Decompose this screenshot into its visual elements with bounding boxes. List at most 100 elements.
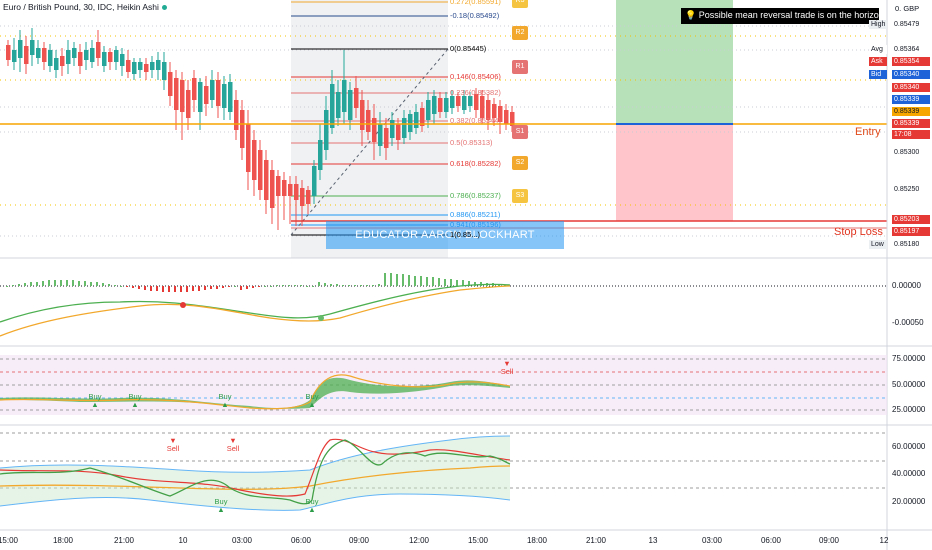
fib-trend-line[interactable] [290, 48, 449, 236]
pivot-tag-s2[interactable]: S2 [512, 156, 528, 170]
buy-signal-label: Buy [214, 497, 228, 506]
candle-body [360, 100, 365, 130]
buy-signal[interactable]: Buy ▲ [303, 498, 321, 514]
price-tag-value: 0.85197 [892, 227, 930, 236]
macd-histogram-bar [336, 284, 338, 286]
rsi-pane[interactable] [0, 355, 887, 415]
heikin-ashi-candles [6, 28, 515, 230]
candle-body [12, 50, 17, 62]
symbol-title[interactable]: Euro / British Pound, 30, IDC, Heikin As… [3, 2, 167, 12]
macd-histogram-bar [318, 282, 320, 286]
candle-body [234, 100, 239, 130]
macd-histogram-bar [180, 286, 182, 292]
buy-signal-label: Buy [128, 392, 142, 401]
candle-body [456, 96, 461, 106]
pivot-tag-s1[interactable]: S1 [512, 125, 528, 139]
buy-signal[interactable]: Buy ▲ [303, 393, 321, 409]
buy-signal[interactable]: Buy ▲ [212, 498, 230, 514]
candle-body [468, 96, 473, 106]
candle-body [60, 56, 65, 66]
macd-histogram-bar [456, 280, 458, 286]
candle-body [486, 100, 491, 120]
macd-cross-dot [318, 315, 324, 321]
fib-level-label: 0.5(0.85313) [450, 138, 493, 147]
stoch-axis-label: 20.00000 [892, 497, 926, 506]
pivot-tag-s3[interactable]: S3 [512, 189, 528, 203]
candle-body [402, 118, 407, 138]
macd-histogram-bar [264, 286, 266, 287]
candle-body [432, 96, 437, 114]
candle-body [180, 80, 185, 112]
macd-histogram-bar [42, 281, 44, 286]
macd-histogram-bar [354, 285, 356, 286]
candle-body [18, 40, 23, 58]
macd-pane[interactable] [0, 273, 887, 337]
sell-signal[interactable]: ▼ Sell [164, 437, 182, 453]
buy-signal[interactable]: Buy ▲ [126, 393, 144, 409]
macd-histogram-bar [150, 286, 152, 291]
macd-histogram-bar [384, 273, 386, 286]
sell-signal[interactable]: ▼ Sell [224, 437, 242, 453]
time-axis-label: 10 [179, 536, 188, 545]
fib-level-label: 0.886(0.85211) [450, 210, 501, 219]
candle-body [72, 48, 77, 58]
rsi-axis-label: 75.00000 [892, 354, 926, 363]
candle-body [498, 106, 503, 122]
stoch-pane[interactable] [0, 432, 887, 511]
fibonacci-retracement[interactable] [290, 1, 449, 236]
candle-body [324, 110, 329, 150]
time-axis-label: 15:00 [0, 536, 19, 545]
macd-signal-line [0, 285, 511, 337]
stop-loss-zone[interactable] [616, 124, 733, 221]
macd-histogram-bar [468, 281, 470, 286]
fib-level-label: 0.236(0.85382) [450, 88, 501, 97]
candle-body [300, 188, 305, 206]
macd-histogram-bar [192, 286, 194, 291]
fib-level-label: -0.18(0.85492) [450, 11, 500, 20]
candle-body [348, 90, 353, 120]
price-tag-value: 0.85339 [892, 95, 930, 104]
price-tag-value: 0.85250 [892, 185, 930, 194]
pivot-tag-r2[interactable]: R2 [512, 26, 528, 40]
buy-signal[interactable]: Buy ▲ [216, 393, 234, 409]
candle-body [102, 52, 107, 66]
candle-body [294, 184, 299, 200]
sell-signal-label: Sell [166, 444, 180, 453]
time-axis-label: 03:00 [702, 536, 723, 545]
time-axis-label: 09:00 [349, 536, 370, 545]
idea-note[interactable]: 💡 Possible mean reversal trade is on the… [681, 8, 879, 24]
candle-body [384, 128, 389, 148]
macd-histogram-bar [72, 280, 74, 286]
macd-histogram-bar [234, 286, 236, 287]
market-open-icon [161, 5, 167, 11]
candle-body [150, 62, 155, 70]
currency-label[interactable]: 0. GBP [895, 4, 920, 13]
triangle-up-icon: ▲ [131, 400, 139, 409]
entry-label: Entry [855, 126, 881, 138]
macd-histogram-bar [36, 282, 38, 286]
candle-body [288, 184, 293, 196]
sell-signal[interactable]: ▼ Sell [498, 360, 516, 376]
candle-body [144, 64, 149, 72]
time-axis-label: 21:00 [114, 536, 135, 545]
pivot-tag-r3[interactable]: R3 [512, 0, 528, 8]
triangle-down-icon: ▼ [229, 436, 237, 445]
candle-body [30, 40, 35, 55]
candle-body [240, 110, 245, 148]
candle-body [252, 140, 257, 180]
sell-signal-label: Sell [500, 367, 514, 376]
pivot-tag-r1[interactable]: R1 [512, 60, 528, 74]
macd-histogram-bar [300, 285, 302, 286]
watermark-label[interactable]: EDUCATOR AARON BLOCKHART [326, 221, 564, 249]
candle-body [372, 118, 377, 142]
macd-histogram-bar [216, 286, 218, 289]
macd-histogram-bar [258, 286, 260, 287]
buy-signal[interactable]: Buy ▲ [86, 393, 104, 409]
macd-histogram-bar [84, 281, 86, 286]
price-tag-value: 0.85340 [892, 83, 930, 92]
triangle-up-icon: ▲ [308, 505, 316, 514]
macd-histogram-bar [270, 286, 272, 287]
macd-histogram-bar [414, 276, 416, 286]
candle-body [474, 94, 479, 110]
